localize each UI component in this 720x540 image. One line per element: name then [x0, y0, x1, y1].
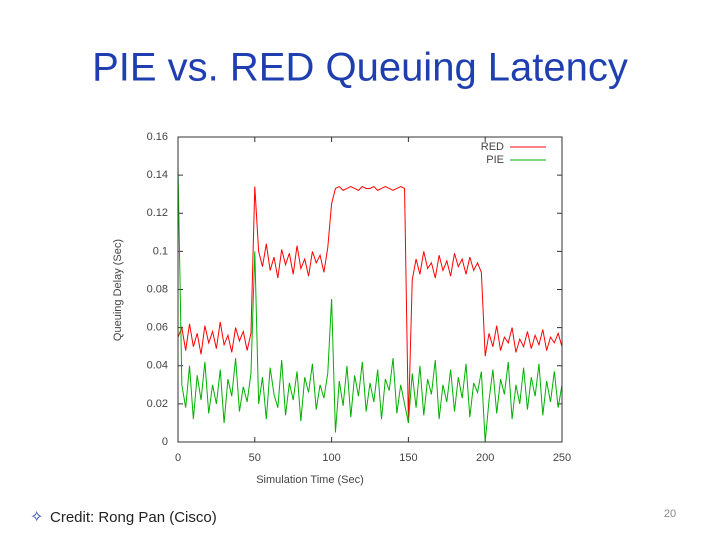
slide-title: PIE vs. RED Queuing Latency	[92, 46, 628, 90]
bullet-icon: ✧	[30, 509, 43, 526]
plot-frame	[177, 136, 563, 443]
x-tick-label: 100	[322, 452, 340, 464]
y-tick-label: 0.14	[147, 169, 168, 181]
page-number: 20	[664, 508, 676, 520]
legend-label: PIE	[486, 154, 504, 166]
x-tick-label: 250	[553, 452, 571, 464]
x-axis-title: Simulation Time (Sec)	[256, 474, 364, 486]
x-tick-label: 150	[399, 452, 417, 464]
series-line	[177, 165, 563, 443]
x-tick-label: 200	[476, 452, 494, 464]
bullet-text: Credit: Rong Pan (Cisco)	[50, 509, 217, 526]
x-tick-label: 50	[249, 452, 261, 464]
y-tick-label: 0.12	[147, 207, 168, 219]
series-line	[177, 185, 563, 423]
legend-label: RED	[481, 141, 504, 153]
y-tick-label: 0.08	[147, 283, 168, 295]
y-tick-label: 0	[162, 436, 168, 448]
y-tick-label: 0.16	[147, 131, 168, 143]
y-tick-label: 0.04	[147, 360, 168, 372]
y-tick-label: 0.1	[153, 245, 168, 257]
y-tick-label: 0.02	[147, 398, 168, 410]
x-tick-label: 0	[175, 452, 181, 464]
y-tick-label: 0.06	[147, 322, 168, 334]
y-axis-title: Queuing Delay (Sec)	[112, 239, 124, 341]
